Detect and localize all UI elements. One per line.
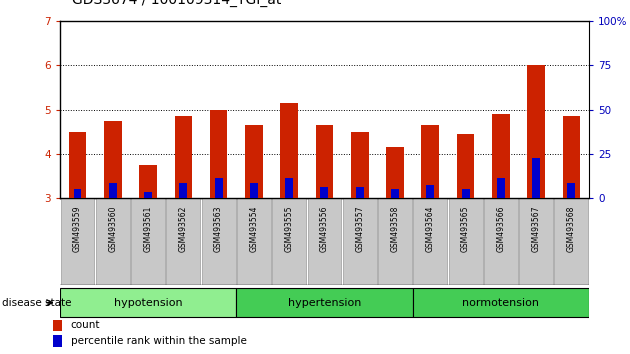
FancyBboxPatch shape — [96, 198, 130, 285]
Bar — [144, 192, 152, 198]
Text: GSM493557: GSM493557 — [355, 205, 364, 252]
Bar — [351, 132, 369, 198]
FancyBboxPatch shape — [554, 198, 588, 285]
Bar — [109, 183, 117, 198]
Text: GSM493559: GSM493559 — [73, 205, 82, 252]
Text: GSM493554: GSM493554 — [249, 205, 258, 252]
Bar — [74, 189, 81, 198]
Bar — [139, 165, 157, 198]
FancyBboxPatch shape — [343, 198, 377, 285]
Text: normotension: normotension — [462, 298, 539, 308]
Text: GSM493565: GSM493565 — [461, 205, 470, 252]
Bar — [250, 183, 258, 198]
Text: hypertension: hypertension — [288, 298, 361, 308]
Text: percentile rank within the sample: percentile rank within the sample — [71, 336, 246, 347]
Bar — [175, 116, 192, 198]
Text: GSM493568: GSM493568 — [567, 205, 576, 252]
FancyBboxPatch shape — [272, 198, 306, 285]
Text: GSM493556: GSM493556 — [320, 205, 329, 252]
Bar — [462, 189, 469, 198]
FancyBboxPatch shape — [378, 198, 412, 285]
Text: GSM493555: GSM493555 — [285, 205, 294, 252]
Bar — [386, 147, 404, 198]
Bar — [527, 65, 545, 198]
FancyBboxPatch shape — [484, 198, 518, 285]
Text: disease state: disease state — [2, 298, 71, 308]
Bar — [457, 134, 474, 198]
Bar — [53, 335, 62, 347]
Bar — [492, 114, 510, 198]
FancyBboxPatch shape — [202, 198, 236, 285]
Bar — [215, 178, 222, 198]
Text: GDS3674 / 100109314_TGI_at: GDS3674 / 100109314_TGI_at — [72, 0, 282, 7]
Text: hypotension: hypotension — [114, 298, 182, 308]
Text: GSM493561: GSM493561 — [144, 205, 152, 252]
Text: GSM493563: GSM493563 — [214, 205, 223, 252]
Bar — [180, 183, 187, 198]
Text: GSM493566: GSM493566 — [496, 205, 505, 252]
Bar — [321, 187, 328, 198]
FancyBboxPatch shape — [236, 288, 413, 317]
Bar — [280, 103, 298, 198]
Text: GSM493560: GSM493560 — [108, 205, 117, 252]
Bar — [69, 132, 86, 198]
Bar — [104, 121, 122, 198]
Text: GSM493564: GSM493564 — [426, 205, 435, 252]
Text: GSM493558: GSM493558 — [391, 205, 399, 252]
FancyBboxPatch shape — [449, 198, 483, 285]
FancyBboxPatch shape — [131, 198, 165, 285]
Bar — [210, 110, 227, 198]
Bar — [356, 187, 364, 198]
FancyBboxPatch shape — [237, 198, 271, 285]
FancyBboxPatch shape — [60, 198, 94, 285]
FancyBboxPatch shape — [307, 198, 341, 285]
Bar — [391, 189, 399, 198]
Bar — [316, 125, 333, 198]
FancyBboxPatch shape — [413, 288, 589, 317]
Bar — [568, 183, 575, 198]
Text: GSM493562: GSM493562 — [179, 205, 188, 252]
FancyBboxPatch shape — [60, 288, 236, 317]
Text: count: count — [71, 320, 100, 331]
FancyBboxPatch shape — [519, 198, 553, 285]
Text: GSM493567: GSM493567 — [532, 205, 541, 252]
Bar — [421, 125, 439, 198]
Bar — [53, 319, 62, 331]
Bar — [245, 125, 263, 198]
Bar — [285, 178, 293, 198]
Bar — [427, 185, 434, 198]
FancyBboxPatch shape — [166, 198, 200, 285]
Bar — [532, 159, 540, 198]
FancyBboxPatch shape — [413, 198, 447, 285]
Bar — [497, 178, 505, 198]
Bar — [563, 116, 580, 198]
